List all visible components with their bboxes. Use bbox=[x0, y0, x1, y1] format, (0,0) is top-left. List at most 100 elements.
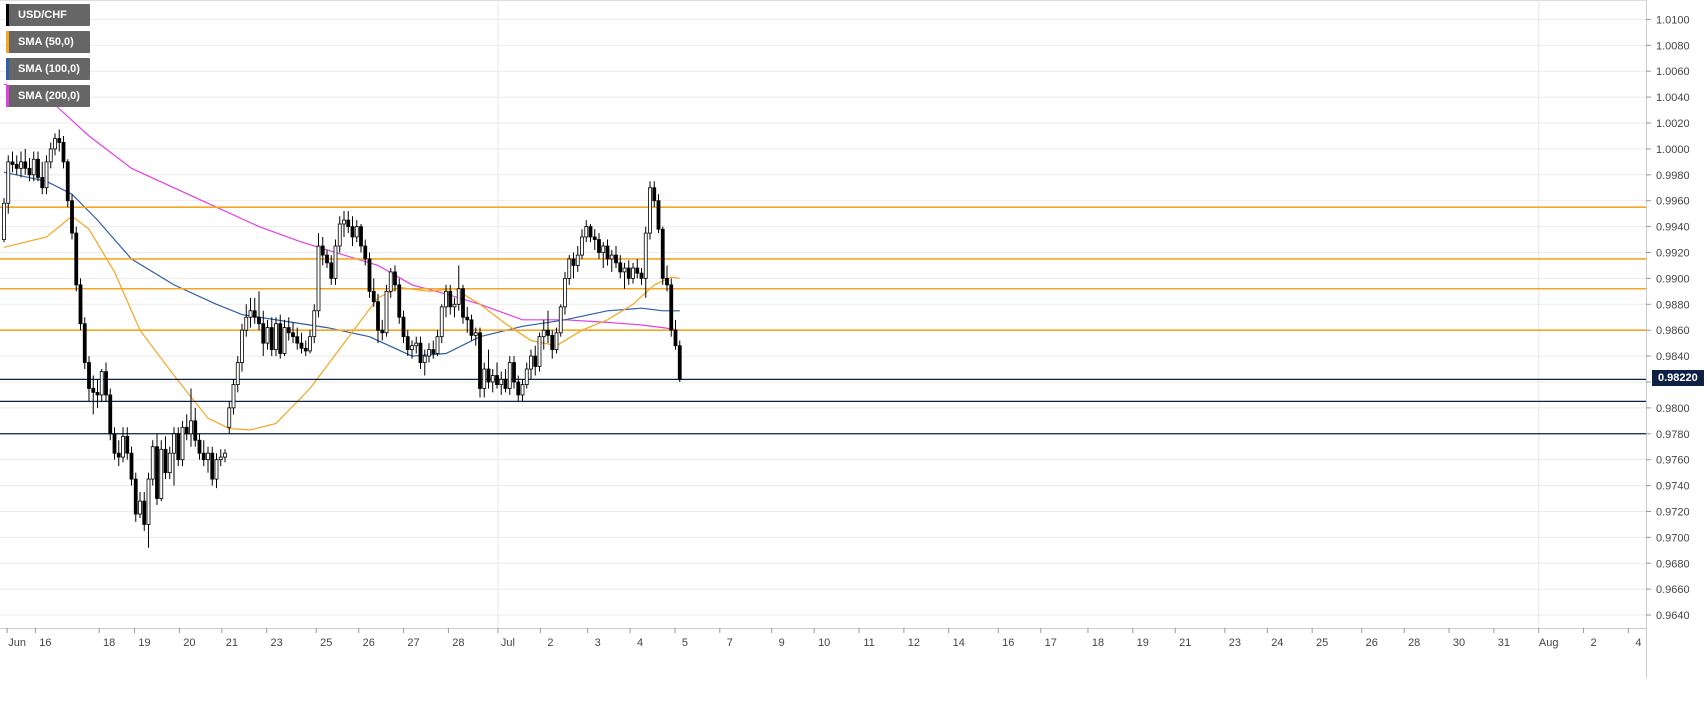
y-tick-label: 1.0040 bbox=[1656, 92, 1690, 104]
y-tick-label: 0.9740 bbox=[1656, 481, 1690, 493]
sma100-line bbox=[3, 171, 680, 357]
candle-body-down bbox=[397, 284, 402, 318]
legend-swatch bbox=[6, 85, 9, 107]
x-tick-label: 16 bbox=[39, 637, 51, 649]
x-tick-label: 2 bbox=[1590, 637, 1596, 649]
candle-body-down bbox=[380, 329, 385, 334]
candle-body-down bbox=[673, 329, 678, 347]
candle-body-up bbox=[427, 349, 431, 357]
candle-body-down bbox=[592, 236, 597, 240]
candle-body-down bbox=[346, 219, 351, 227]
candle-body-down bbox=[95, 391, 100, 396]
candle-body-down bbox=[70, 200, 74, 234]
candle-body-up bbox=[584, 226, 589, 238]
candle-body-up bbox=[180, 426, 185, 461]
candle-body-up bbox=[240, 329, 244, 363]
candle-body-down bbox=[184, 426, 189, 435]
x-tick-label: 26 bbox=[363, 637, 375, 649]
candle-body-down bbox=[350, 226, 355, 238]
candle-body-up bbox=[422, 355, 427, 363]
candle-body-down bbox=[431, 349, 436, 354]
candle-body-down bbox=[618, 262, 623, 273]
candle-body-up bbox=[601, 245, 606, 253]
candle-body-down bbox=[257, 316, 261, 325]
candle-body-down bbox=[269, 327, 274, 351]
legend-label: SMA (100,0) bbox=[18, 63, 80, 75]
candle-body-up bbox=[99, 371, 104, 396]
candle-body-down bbox=[125, 435, 130, 454]
candle-body-down bbox=[65, 161, 70, 202]
legend-item-sma100[interactable]: SMA (100,0) bbox=[6, 58, 90, 80]
y-tick-label: 0.9980 bbox=[1656, 170, 1690, 182]
current-price-badge: 0.98220 bbox=[1652, 370, 1704, 387]
y-tick-label: 0.9800 bbox=[1656, 403, 1690, 415]
candle-body-up bbox=[384, 290, 389, 334]
candle-body-up bbox=[159, 448, 164, 499]
candle-body-down bbox=[571, 258, 576, 266]
candle-body-down bbox=[261, 323, 266, 344]
candle-body-down bbox=[677, 345, 682, 380]
sma200-line bbox=[3, 83, 680, 331]
candle-body-down bbox=[652, 187, 657, 202]
legend-item-sma50[interactable]: SMA (50,0) bbox=[6, 31, 90, 53]
candle-body-up bbox=[150, 446, 155, 480]
candle-body-up bbox=[282, 327, 287, 354]
candle-body-up bbox=[172, 433, 176, 454]
x-tick-label: 24 bbox=[1271, 637, 1283, 649]
candle-body-up bbox=[554, 332, 559, 351]
x-tick-label: 18 bbox=[1092, 637, 1104, 649]
candle-body-up bbox=[312, 310, 317, 338]
candle-body-down bbox=[108, 394, 113, 435]
candle-body-up bbox=[274, 323, 278, 351]
legend-swatch bbox=[6, 58, 9, 80]
y-tick-label: 0.9700 bbox=[1656, 532, 1690, 544]
x-tick-label: Jul bbox=[501, 637, 515, 649]
y-tick-label: 0.9860 bbox=[1656, 325, 1690, 337]
candle-body-up bbox=[342, 219, 346, 225]
y-tick-label: 1.0080 bbox=[1656, 40, 1690, 52]
y-tick-label: 1.0000 bbox=[1656, 144, 1690, 156]
candle-body-down bbox=[367, 258, 372, 292]
candle-body-down bbox=[299, 342, 304, 349]
candle-body-up bbox=[490, 375, 495, 383]
candle-body-up bbox=[524, 368, 529, 385]
candle-body-up bbox=[227, 407, 232, 428]
candle-body-up bbox=[354, 226, 359, 238]
candle-body-up bbox=[648, 187, 652, 234]
candle-body-down bbox=[448, 290, 453, 308]
x-tick-label: 28 bbox=[452, 637, 464, 649]
candle-body-down bbox=[291, 332, 295, 338]
candle-body-up bbox=[19, 161, 23, 169]
candle-body-down bbox=[142, 500, 147, 525]
candle-body-up bbox=[643, 232, 648, 279]
x-tick-label: 3 bbox=[595, 637, 601, 649]
legend-swatch bbox=[6, 31, 9, 53]
candle-body-down bbox=[495, 375, 499, 385]
candle-body-up bbox=[244, 316, 249, 331]
y-tick-label: 0.9880 bbox=[1656, 299, 1690, 311]
legend-item-sma200[interactable]: SMA (200,0) bbox=[6, 85, 90, 107]
candle-body-up bbox=[541, 329, 546, 338]
candle-body-up bbox=[248, 310, 253, 318]
legend-label: SMA (200,0) bbox=[18, 90, 80, 102]
x-tick-label: 21 bbox=[226, 637, 238, 649]
candle-body-up bbox=[218, 456, 223, 461]
candle-body-down bbox=[486, 368, 491, 383]
candle-body-down bbox=[461, 288, 465, 318]
candle-body-down bbox=[329, 262, 334, 279]
candle-body-up bbox=[631, 267, 635, 279]
candle-body-up bbox=[6, 161, 11, 204]
candle-body-down bbox=[36, 158, 40, 178]
legend-swatch bbox=[6, 4, 9, 26]
legend-item-usdchf[interactable]: USD/CHF bbox=[6, 4, 90, 26]
x-tick-label: 4 bbox=[1635, 637, 1641, 649]
x-axis: Jun 16 18 19 20 21 23 25 26 27 28 Jul 2 3 4 5 7 9 10 11 12 14… bbox=[0, 628, 1646, 649]
candle-body-up bbox=[435, 336, 440, 354]
candle-body-down bbox=[660, 228, 665, 279]
candle-body-down bbox=[669, 284, 674, 331]
candle-body-down bbox=[605, 245, 610, 260]
candle-body-up bbox=[206, 452, 210, 461]
candle-body-down bbox=[465, 316, 470, 321]
